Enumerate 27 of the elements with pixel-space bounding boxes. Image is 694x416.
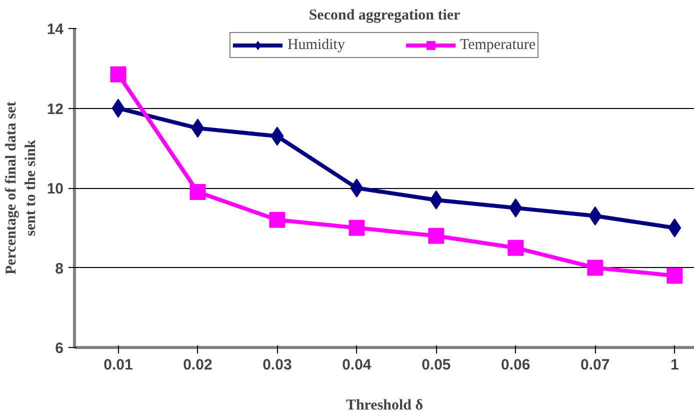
x-tick-label: 0.04: [342, 356, 372, 374]
y-tick-label: 8: [55, 260, 64, 278]
x-tick-label: 0.05: [422, 356, 451, 374]
x-tick-label: 0.02: [183, 356, 212, 374]
point: [508, 240, 524, 256]
point: [666, 268, 683, 284]
point: [190, 184, 206, 200]
x-tick-label: 0.01: [104, 356, 133, 374]
x-tick-label: 0.03: [262, 356, 292, 374]
legend-label: Temperature: [460, 36, 536, 54]
x-tick-label: 0.07: [580, 356, 610, 374]
y-tick-label: 14: [46, 21, 64, 38]
x-tick-label: 0.06: [501, 356, 530, 374]
point: [350, 178, 364, 198]
x-tick-label: 1: [670, 356, 679, 374]
x-axis-title: Threshold δ: [346, 398, 424, 414]
chart-title: Second aggregation tier: [308, 8, 461, 24]
y-tick-label: 12: [46, 100, 64, 118]
point: [428, 228, 444, 244]
y-tick-label: 10: [46, 180, 64, 198]
point: [110, 66, 126, 82]
y-axis-title: Percentage of final data set sent to the sink: [4, 101, 39, 275]
point: [269, 212, 286, 228]
point: [587, 260, 604, 276]
y-tick-label: 6: [55, 340, 64, 357]
point: [348, 220, 365, 236]
legend-label: Humidity: [287, 36, 345, 54]
